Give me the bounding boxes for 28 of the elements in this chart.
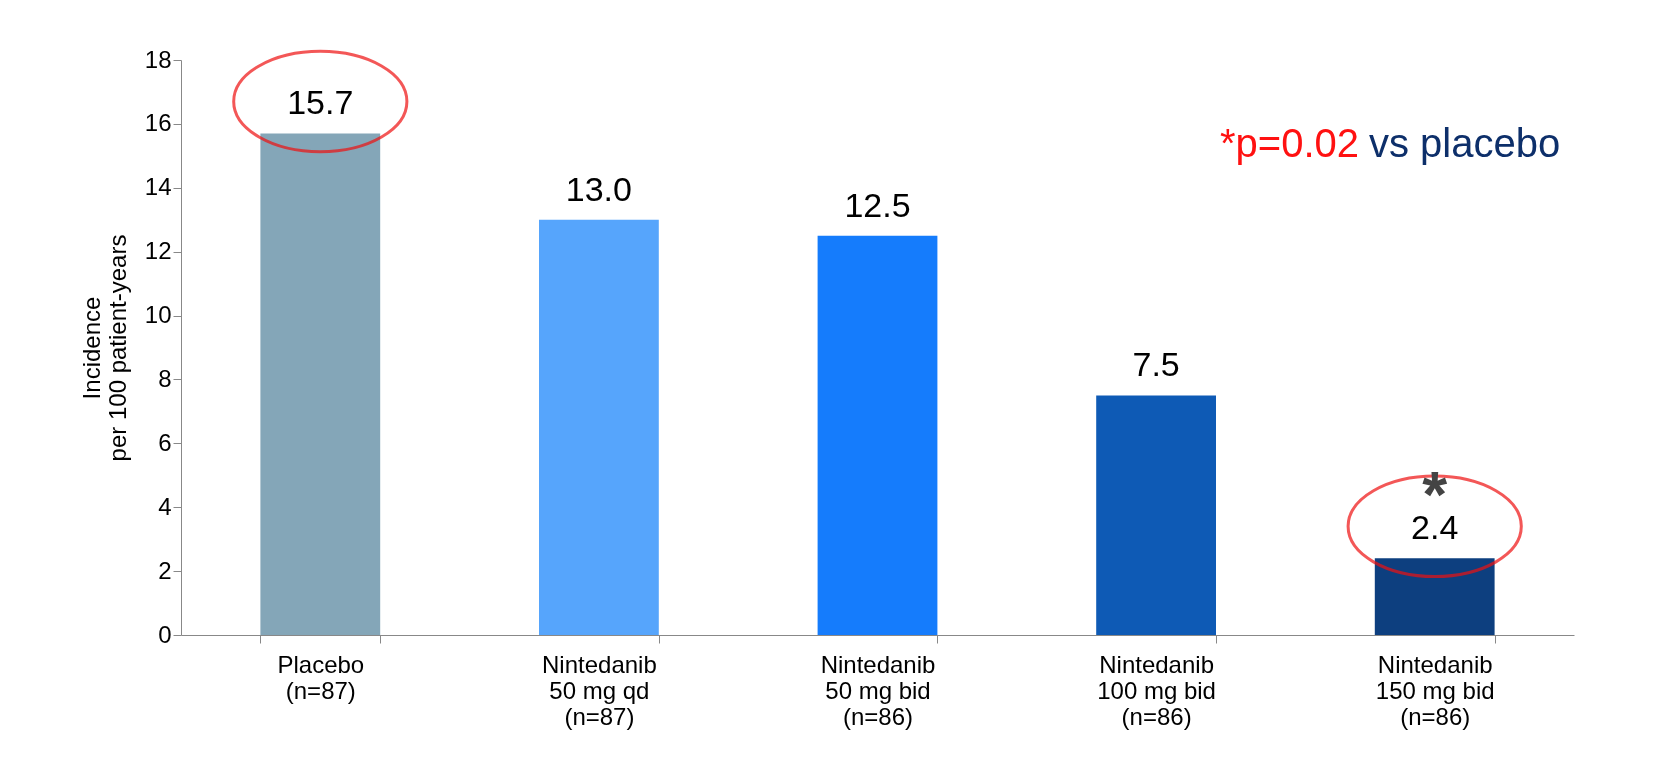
bar	[260, 133, 381, 635]
data-label: 15.7	[287, 83, 354, 122]
bar	[817, 235, 938, 635]
data-label: 12.5	[844, 185, 911, 224]
y-tick-label: 10	[144, 301, 172, 329]
y-tick-label: 18	[144, 45, 172, 73]
data-label: 2.4	[1411, 508, 1459, 547]
bar	[1374, 558, 1495, 635]
y-tick-label: 12	[144, 237, 172, 265]
x-tick-label: Placebo (n=87)	[277, 650, 365, 704]
annotation: vs placebo	[1369, 121, 1561, 165]
y-tick-label: 16	[144, 109, 172, 137]
x-tick-label: Nintedanib 100 mg bid (n=86)	[1097, 650, 1216, 730]
bar	[539, 219, 659, 635]
y-tick-label: 6	[158, 428, 172, 456]
y-axis-title: Incidence per 100 patient-years	[77, 234, 131, 462]
annotation: *p=0.02	[1219, 121, 1359, 165]
bar	[1096, 395, 1216, 635]
data-label: 13.0	[565, 169, 632, 208]
y-tick-label: 0	[158, 620, 172, 648]
data-label: 7.5	[1132, 345, 1180, 384]
x-tick-label: Nintedanib 50 mg bid (n=86)	[820, 650, 936, 730]
x-tick-label: Nintedanib 50 mg qd (n=87)	[542, 650, 657, 730]
y-tick-label: 2	[158, 556, 172, 584]
x-tick-label: Nintedanib 150 mg bid (n=86)	[1375, 650, 1495, 730]
y-tick-label: 4	[158, 492, 172, 520]
y-tick-label: 14	[144, 173, 172, 201]
y-tick-label: 8	[158, 364, 172, 392]
